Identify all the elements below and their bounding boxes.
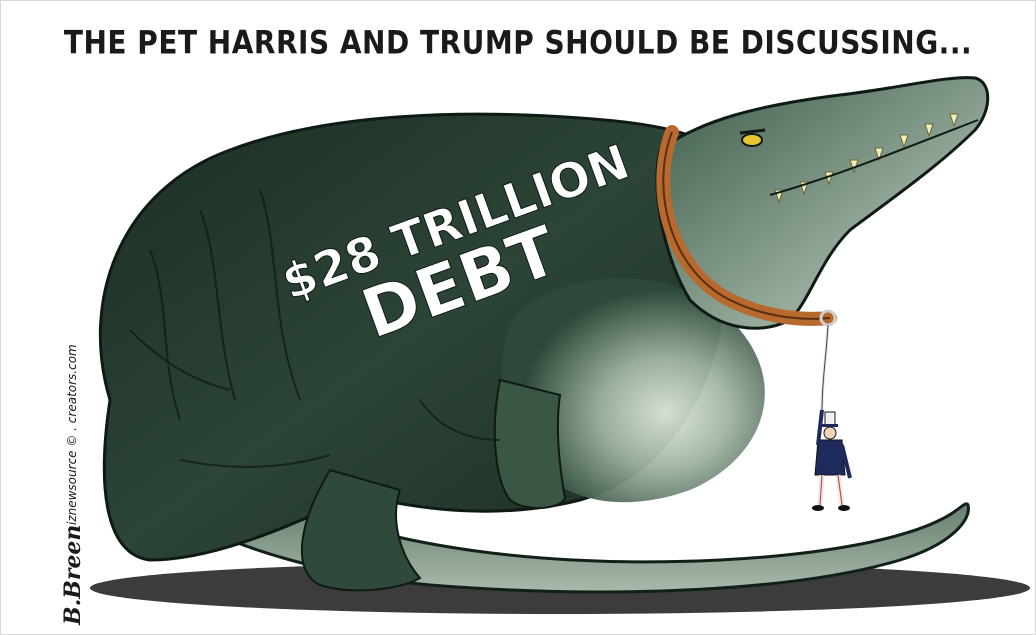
crocodile-eye-icon: [741, 133, 763, 147]
crocodile-belly: [501, 277, 765, 503]
artist-credit: B.Breen iznewsource © . creators.com: [60, 344, 86, 626]
artist-signature: B.Breen: [60, 525, 86, 626]
crocodile-front-leg: [493, 378, 567, 510]
credit-source: iznewsource © . creators.com: [65, 344, 79, 525]
cartoon-caption: THE PET HARRIS AND TRUMP SHOULD BE DISCU…: [63, 23, 973, 62]
crocodile-back-leg: [300, 468, 422, 592]
uncle-sam-figure: [812, 409, 852, 511]
scale-texture: [129, 189, 501, 468]
